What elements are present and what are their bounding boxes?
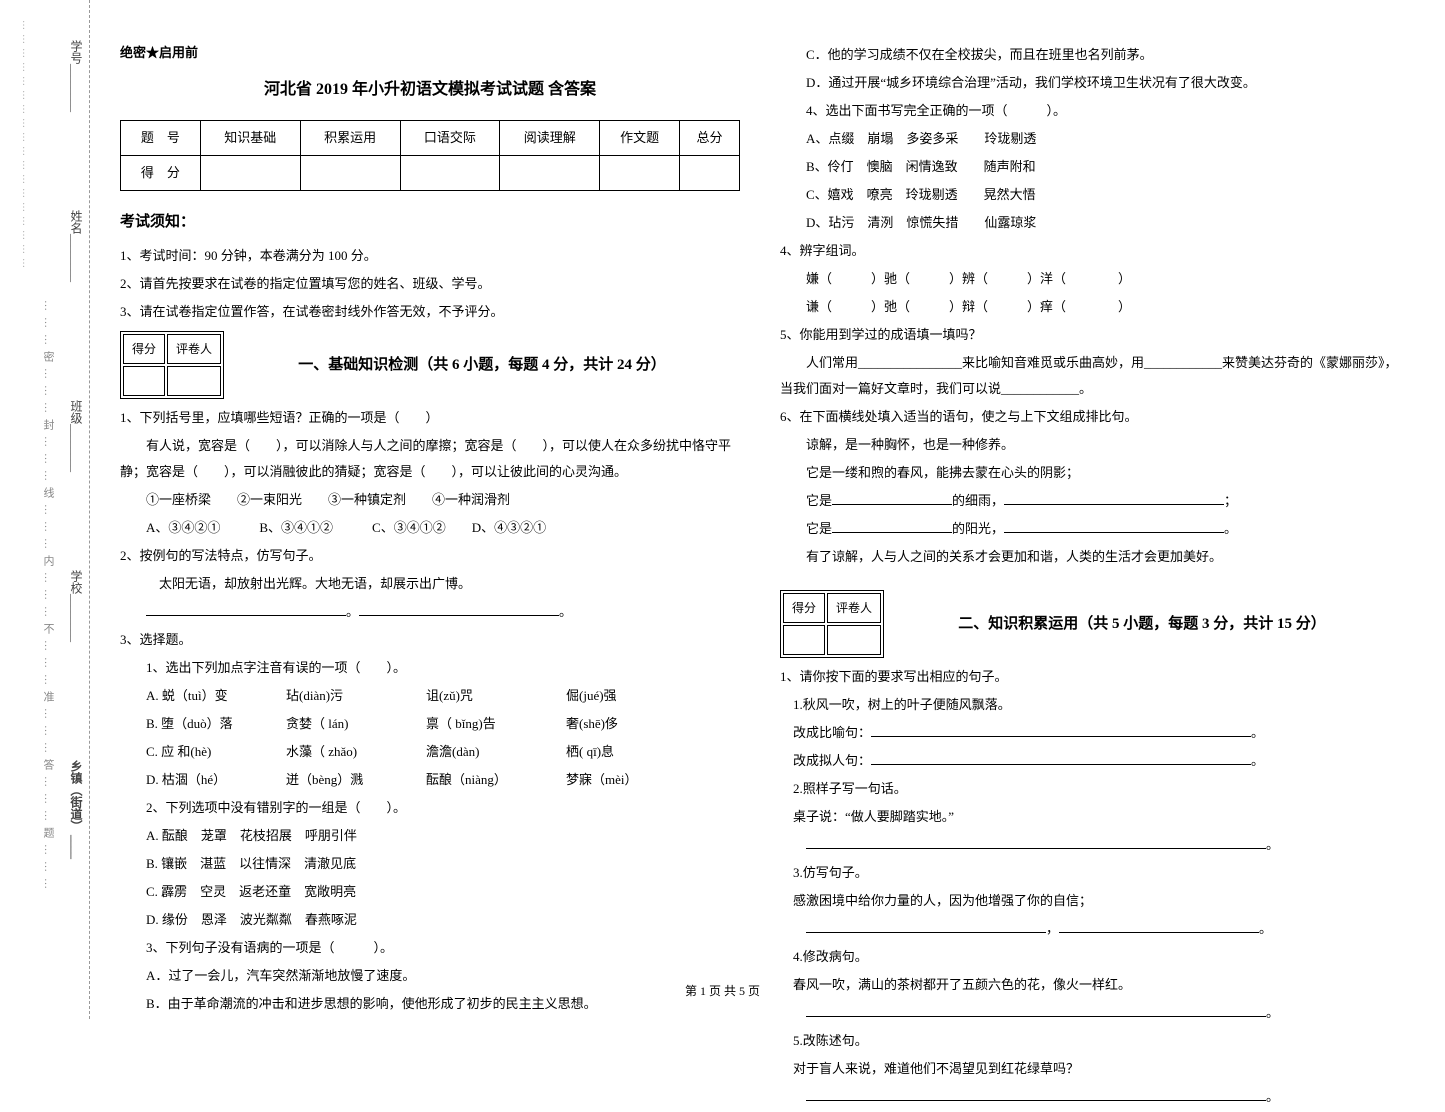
- secret-label: 绝密★启用前: [120, 40, 740, 66]
- q6-l1: 谅解，是一种胸怀，也是一种修养。: [780, 432, 1400, 458]
- s2-q1-1: 1.秋风一吹，树上的叶子便随风飘落。: [780, 692, 1400, 718]
- q4: 4、辨字组词。: [780, 238, 1400, 264]
- th: 作文题: [600, 121, 680, 156]
- spine-xuehao: 学号________: [68, 40, 85, 112]
- q3-4: 4、选出下面书写完全正确的一项（ ）。: [780, 98, 1400, 124]
- s2-q1-1b: 改成拟人句：。: [780, 748, 1400, 774]
- q6-l2: 它是一缕和煦的春风，能拂去蒙在心头的阴影；: [780, 460, 1400, 486]
- th: 知识基础: [200, 121, 300, 156]
- blank: 。: [780, 1084, 1400, 1110]
- notice-item: 1、考试时间：90 分钟，本卷满分为 100 分。: [120, 243, 740, 269]
- q3-2B: B. 镶嵌 湛蓝 以往情深 清澈见底: [120, 851, 740, 877]
- q6: 6、在下面横线处填入适当的语句，使之与上下文组成排比句。: [780, 404, 1400, 430]
- th: 阅读理解: [500, 121, 600, 156]
- spine-zhen: 乡镇（街道） ____: [68, 760, 85, 859]
- page-footer: 第 1 页 共 5 页: [0, 982, 1445, 999]
- q3-4D: D、玷污 清洌 惊慌失措 仙露琼浆: [780, 210, 1400, 236]
- q3-1C: C. 应 和(hè)水藻（ zhǎo)澹澹(dàn)栖( qī)息: [120, 739, 740, 765]
- q3-3D: D．通过开展“城乡环境综合治理”活动，我们学校环境卫生状况有了很大改变。: [780, 70, 1400, 96]
- q2-blank: 。。: [120, 599, 740, 625]
- td: [300, 156, 400, 191]
- scorer-label: 评卷人: [167, 334, 221, 364]
- scorer-box: 得分评卷人: [120, 331, 224, 399]
- q3-4B: B、伶仃 懊脑 闲情逸致 随声附和: [780, 154, 1400, 180]
- q3-1: 1、选出下列加点字注音有误的一项（ ）。: [120, 655, 740, 681]
- q1-body: 有人说，宽容是（ ），可以消除人与人之间的摩擦；宽容是（ ），可以使人在众多纷扰…: [120, 433, 740, 485]
- spine-xuexiao: 学校________: [68, 570, 85, 642]
- th: 口语交际: [400, 121, 500, 156]
- q3-2: 2、下列选项中没有错别字的一组是（ ）。: [120, 795, 740, 821]
- td: [500, 156, 600, 191]
- q4-l2: 谦（ ）弛（ ）辩（ ）痒（ ）: [780, 294, 1400, 320]
- s2-q1-5ex: 对于盲人来说，难道他们不渴望见到红花绿草吗？: [780, 1056, 1400, 1082]
- q3-2A: A. 酝酿 茏罩 花枝招展 呼朋引伴: [120, 823, 740, 849]
- s2-q1-3ex: 感激困境中给你力量的人，因为他增强了你的自信；: [780, 888, 1400, 914]
- section2-title: 二、知识积累运用（共 5 小题，每题 3 分，共计 15 分）: [884, 609, 1400, 639]
- q3-1B: B. 堕（duò）落贪婪（ lán)禀（ bǐng)告奢(shē)侈: [120, 711, 740, 737]
- s2-q1: 1、请你按下面的要求写出相应的句子。: [780, 664, 1400, 690]
- td: [200, 156, 300, 191]
- q6-l4: 它是的阳光，。: [780, 516, 1400, 542]
- table-row: 得 分: [121, 156, 740, 191]
- q3-4C: C、嬉戏 嘹亮 玲珑剔透 晃然大悟: [780, 182, 1400, 208]
- notice-item: 2、请首先按要求在试卷的指定位置填写您的姓名、班级、学号。: [120, 271, 740, 297]
- section1-header-row: 得分评卷人 一、基础知识检测（共 6 小题，每题 4 分，共计 24 分）: [120, 331, 740, 399]
- spine-dots: ………………………………………………: [20, 20, 31, 272]
- q3-3C: C．他的学习成绩不仅在全校拔尖，而且在班里也名列前茅。: [780, 42, 1400, 68]
- blank: ，。: [780, 916, 1400, 942]
- s2-q1-2ex: 桌子说：“做人要脚踏实地。”: [780, 804, 1400, 830]
- td: [680, 156, 740, 191]
- scorer-label: 得分: [783, 593, 825, 623]
- s2-q1-3: 3.仿写句子。: [780, 860, 1400, 886]
- q3-1D: D. 枯涸（hé）迸（bèng）溅酝酿（niàng）梦寐（mèi）: [120, 767, 740, 793]
- q4-l1: 嫌（ ）驰（ ）辨（ ）洋（ ）: [780, 266, 1400, 292]
- q2: 2、按例句的写法特点，仿写句子。: [120, 543, 740, 569]
- th: 题 号: [121, 121, 201, 156]
- th: 积累运用: [300, 121, 400, 156]
- q2-ex: 太阳无语，却放射出光辉。大地无语，却展示出广博。: [120, 571, 740, 597]
- q3-4A: A、点缀 崩塌 多姿多采 玲珑剔透: [780, 126, 1400, 152]
- column-left: 绝密★启用前 河北省 2019 年小升初语文模拟考试试题 含答案 题 号 知识基…: [120, 40, 740, 1112]
- section2-header-row: 得分评卷人 二、知识积累运用（共 5 小题，每题 3 分，共计 15 分）: [780, 590, 1400, 658]
- spine-xingming: 姓名________: [68, 210, 85, 282]
- blank: 。: [780, 1000, 1400, 1026]
- q6-l3: 它是的细雨，；: [780, 488, 1400, 514]
- q1: 1、下列括号里，应填哪些短语？正确的一项是（ ）: [120, 405, 740, 431]
- td: 得 分: [121, 156, 201, 191]
- q3-2D: D. 缘份 恩泽 波光粼粼 春燕啄泥: [120, 907, 740, 933]
- q5-body: 人们常用________________来比喻知音难觅或乐曲高妙，用______…: [780, 350, 1400, 402]
- table-row: 题 号 知识基础 积累运用 口语交际 阅读理解 作文题 总分: [121, 121, 740, 156]
- q3-1A: A. 蜕（tuì）变玷(diàn)污诅(zǔ)咒倔(jué)强: [120, 683, 740, 709]
- exam-title: 河北省 2019 年小升初语文模拟考试试题 含答案: [120, 74, 740, 106]
- s2-q1-4: 4.修改病句。: [780, 944, 1400, 970]
- binding-spine: 学号________ 姓名________ 班级________ 学校_____…: [0, 0, 90, 1019]
- scorer-box: 得分评卷人: [780, 590, 884, 658]
- q3: 3、选择题。: [120, 627, 740, 653]
- q1-opts2: A、③④②① B、③④①② C、③④①② D、④③②①: [120, 515, 740, 541]
- q6-l5: 有了谅解，人与人之间的关系才会更加和谐，人类的生活才会更加美好。: [780, 544, 1400, 570]
- spine-seal-hint: ………密………封………线………内………不………准………答………题………: [40, 300, 56, 895]
- th: 总分: [680, 121, 740, 156]
- td: [400, 156, 500, 191]
- scorer-label: 得分: [123, 334, 165, 364]
- notice-heading: 考试须知：: [120, 207, 740, 237]
- spine-banji: 班级________: [68, 400, 85, 472]
- blank: 。: [780, 832, 1400, 858]
- page-body: 绝密★启用前 河北省 2019 年小升初语文模拟考试试题 含答案 题 号 知识基…: [120, 40, 1410, 1112]
- s2-q1-2: 2.照样子写一句话。: [780, 776, 1400, 802]
- scorer-label: 评卷人: [827, 593, 881, 623]
- q3-2C: C. 霹雳 空灵 返老还童 宽敞明亮: [120, 879, 740, 905]
- s2-q1-5: 5.改陈述句。: [780, 1028, 1400, 1054]
- notice-item: 3、请在试卷指定位置作答，在试卷密封线外作答无效，不予评分。: [120, 299, 740, 325]
- column-right: C．他的学习成绩不仅在全校拔尖，而且在班里也名列前茅。 D．通过开展“城乡环境综…: [780, 40, 1400, 1112]
- td: [600, 156, 680, 191]
- q3-3: 3、下列句子没有语病的一项是（ ）。: [120, 935, 740, 961]
- q1-opts1: ①一座桥梁 ②一束阳光 ③一种镇定剂 ④一种润滑剂: [120, 487, 740, 513]
- s2-q1-1a: 改成比喻句：。: [780, 720, 1400, 746]
- q5: 5、你能用到学过的成语填一填吗？: [780, 322, 1400, 348]
- section1-title: 一、基础知识检测（共 6 小题，每题 4 分，共计 24 分）: [224, 350, 740, 380]
- score-table: 题 号 知识基础 积累运用 口语交际 阅读理解 作文题 总分 得 分: [120, 120, 740, 191]
